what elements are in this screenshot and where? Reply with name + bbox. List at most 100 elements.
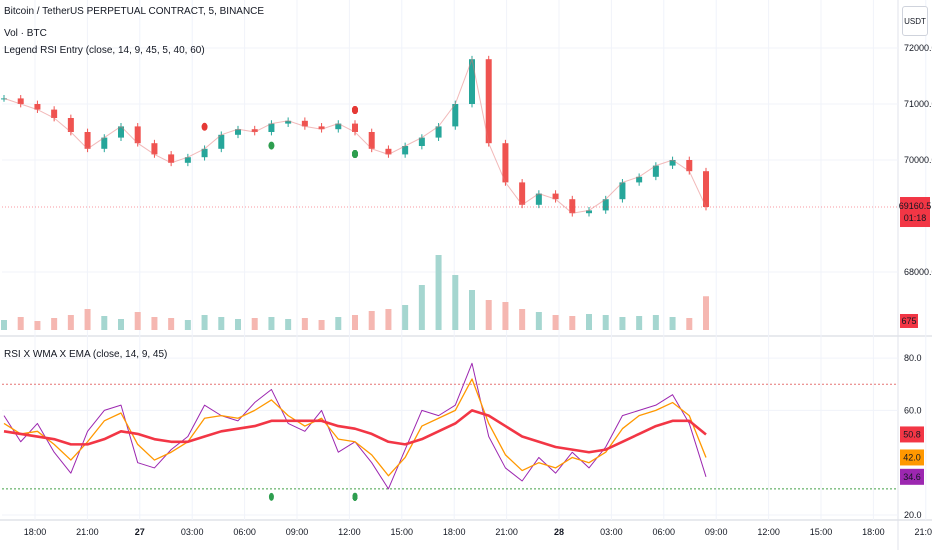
price-tick-label: 72000.0 — [904, 43, 932, 53]
volume-value: 675 — [901, 316, 916, 326]
candle-body — [151, 143, 158, 155]
candle-body — [485, 59, 492, 144]
candle-body — [569, 199, 576, 214]
volume-bar — [151, 317, 158, 330]
volume-bar — [118, 319, 124, 330]
volume-bar — [184, 320, 191, 330]
volume-bar — [469, 290, 475, 330]
volume-bar — [84, 309, 91, 330]
volume-bar — [34, 321, 41, 330]
time-tick-label: 21:00 — [495, 527, 518, 537]
volume-pane — [1, 255, 709, 330]
candle-body — [285, 120, 292, 124]
time-tick-label: 21:00 — [76, 527, 99, 537]
candle-body — [51, 109, 58, 118]
currency-button[interactable]: USDT — [902, 6, 928, 36]
volume-bar — [686, 318, 693, 330]
time-tick-label: 27 — [135, 527, 145, 537]
volume-bar — [17, 317, 24, 330]
candle-body — [469, 59, 475, 104]
time-tick-label: 06:00 — [233, 527, 256, 537]
candle-body — [101, 137, 108, 149]
candle-body — [34, 104, 41, 110]
time-tick-label: 15:00 — [810, 527, 833, 537]
candle-body — [17, 98, 24, 104]
candle-body — [552, 193, 559, 200]
volume-badge — [900, 314, 918, 328]
ema-value-badge — [900, 426, 924, 443]
volume-bar — [502, 302, 509, 330]
candle-body — [67, 118, 74, 132]
price-tick-label: 71000.0 — [904, 99, 932, 109]
candle-body — [636, 176, 643, 183]
volume-bar — [335, 317, 342, 330]
candle-body — [218, 134, 225, 149]
volume-bar — [602, 315, 609, 330]
rsi-legend[interactable]: RSI X WMA X EMA (close, 14, 9, 45) — [4, 349, 168, 360]
candle-body — [502, 143, 509, 183]
rsi-buy-marker — [352, 492, 358, 501]
price-tick-label: 70000.0 — [904, 155, 932, 165]
candle-body — [619, 182, 626, 200]
candle-body — [602, 199, 609, 211]
rsi-line — [3, 362, 707, 490]
volume-bar — [134, 312, 141, 330]
candle-body — [184, 157, 191, 163]
candle-body — [335, 123, 342, 130]
volume-bar — [535, 312, 542, 330]
bar-countdown: 01:18 — [904, 213, 927, 223]
candle-body — [669, 160, 676, 166]
price-line — [3, 57, 707, 214]
price-tick-label: 68000.0 — [904, 267, 932, 277]
last-price-value: 69160.5 — [899, 201, 932, 211]
volume-bar — [435, 255, 442, 330]
volume-bar — [1, 320, 7, 330]
candle-body — [519, 182, 526, 205]
volume-bar — [619, 317, 626, 330]
volume-bar — [519, 309, 526, 330]
time-tick-label: 18:00 — [443, 527, 466, 537]
rsi-tick-label: 60.0 — [904, 405, 922, 415]
candle-body — [201, 148, 208, 158]
symbol-legend[interactable]: Bitcoin / TetherUS PERPETUAL CONTRACT, 5… — [4, 6, 265, 17]
volume-bar — [218, 317, 225, 330]
volume-bar — [352, 315, 358, 330]
candle-body — [168, 154, 175, 163]
ema-line — [3, 409, 707, 454]
candle-body — [134, 126, 141, 144]
candle-body — [535, 193, 542, 205]
wma-value-badge — [900, 449, 924, 466]
candle-body — [652, 165, 659, 177]
candle-body — [385, 148, 392, 155]
volume-bar — [452, 275, 459, 330]
volume-bar — [636, 316, 643, 330]
candle-body — [268, 123, 275, 132]
volume-bar — [552, 315, 559, 330]
time-tick-label: 12:00 — [338, 527, 361, 537]
rsi-tick-label: 20.0 — [904, 510, 922, 520]
rsi-buy-marker — [268, 492, 274, 501]
time-tick-label: 09:00 — [705, 527, 728, 537]
candle-body — [452, 104, 459, 127]
volume-bar — [268, 317, 275, 330]
volume-legend[interactable]: Vol · BTC — [4, 28, 47, 39]
volume-bar — [669, 317, 676, 330]
wma-value-text: 42.0 — [903, 452, 921, 462]
volume-bar — [51, 318, 58, 330]
rsi-pane — [2, 362, 898, 501]
volume-bar — [418, 285, 425, 330]
time-tick-label: 09:00 — [286, 527, 309, 537]
time-tick-label: 18:00 — [24, 527, 47, 537]
volume-bar — [569, 316, 576, 330]
candle-body — [251, 129, 258, 132]
axes: 18:00 21:00 27 03:00 06:00 09:00 12:00 15:00 18:… — [24, 43, 932, 537]
time-tick-label: 03:00 — [600, 527, 623, 537]
volume-bar — [385, 309, 392, 330]
sell-signal-dot — [352, 106, 358, 114]
candle-body — [84, 132, 91, 149]
time-tick-label: 15:00 — [391, 527, 414, 537]
indicator-legend[interactable]: Legend RSI Entry (close, 14, 9, 45, 5, 4… — [4, 45, 205, 56]
candle-body — [703, 171, 709, 208]
